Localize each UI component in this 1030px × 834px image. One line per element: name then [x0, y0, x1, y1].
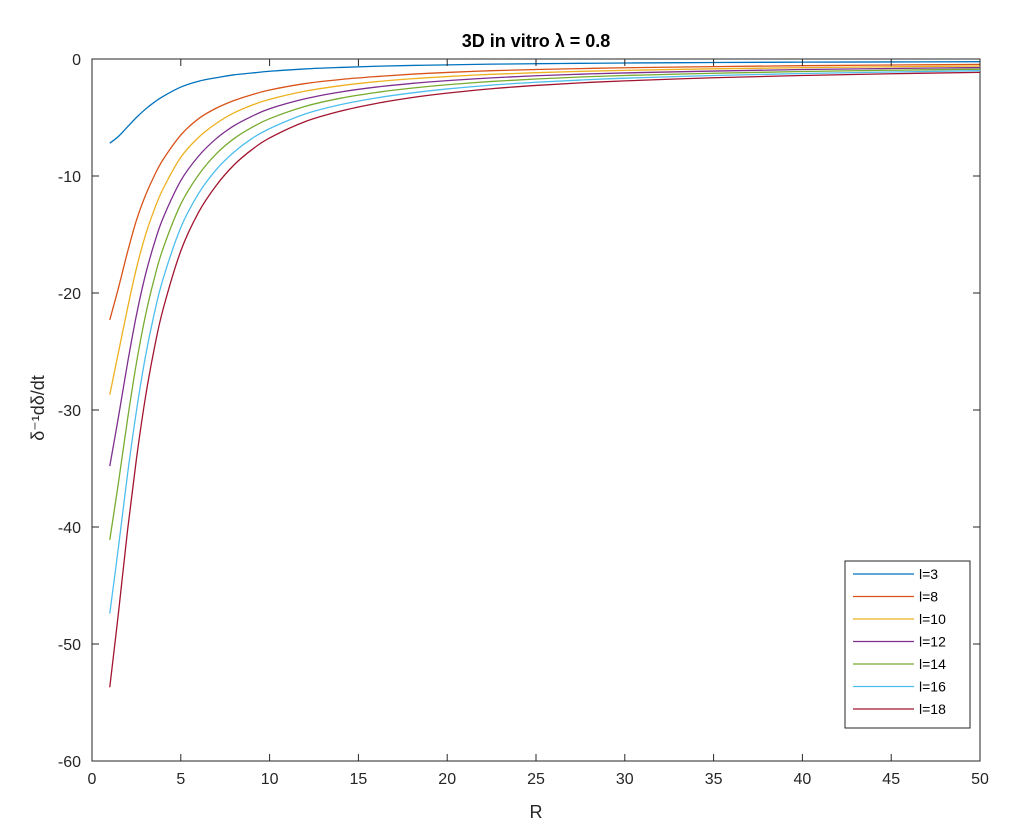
legend-label-3: l=12	[919, 634, 946, 650]
x-tick-label: 30	[616, 771, 634, 788]
y-tick-label: -50	[58, 637, 81, 654]
ticks-group: 0 5 10 15 20 25 30 35 40 45 50 -60 -50 -40 -30 -20 -10 0	[58, 52, 989, 788]
x-tick-label: 0	[88, 771, 97, 788]
series-group	[109, 61, 981, 688]
legend-box	[844, 560, 971, 729]
series-line-5	[109, 70, 981, 614]
series-line-1	[109, 63, 981, 321]
x-tick-label: 35	[705, 771, 723, 788]
series-line-3	[109, 66, 981, 467]
legend-label-1: l=8	[919, 589, 938, 605]
plot-area: 0 5 10 15 20 25 30 35 40 45 50 -60 -50 -40 -30 -20 -10 0	[58, 52, 989, 788]
y-axis-label: δ⁻¹dδ/dt	[28, 375, 48, 441]
x-tick-label: 25	[527, 771, 545, 788]
y-tick-label: 0	[72, 52, 81, 69]
y-tick-label: -10	[58, 169, 81, 186]
x-tick-label: 40	[794, 771, 812, 788]
y-tick-label: -40	[58, 520, 81, 537]
x-tick-label: 10	[261, 771, 279, 788]
legend-items: l=3 l=8 l=10 l=12 l=14 l=16 l=18	[853, 566, 946, 717]
series-line-0	[109, 61, 981, 144]
y-tick-label: -30	[58, 403, 81, 420]
chart-title: 3D in vitro λ = 0.8	[462, 31, 611, 51]
legend: l=3 l=8 l=10 l=12 l=14 l=16 l=18	[844, 560, 971, 729]
x-tick-label: 45	[882, 771, 900, 788]
x-tick-label: 50	[971, 771, 989, 788]
legend-label-0: l=3	[919, 566, 938, 582]
y-tick-label: -20	[58, 286, 81, 303]
legend-label-5: l=16	[919, 679, 946, 695]
x-axis-label: R	[530, 802, 543, 822]
series-line-2	[109, 65, 981, 395]
legend-label-2: l=10	[919, 611, 946, 627]
x-tick-label: 20	[438, 771, 456, 788]
axes-box	[91, 58, 981, 762]
series-line-4	[109, 68, 981, 540]
legend-label-6: l=18	[919, 701, 946, 717]
x-tick-label: 5	[176, 771, 185, 788]
y-tick-label: -60	[58, 754, 81, 771]
x-tick-label: 15	[350, 771, 368, 788]
legend-label-4: l=14	[919, 656, 946, 672]
series-line-6	[109, 71, 981, 688]
